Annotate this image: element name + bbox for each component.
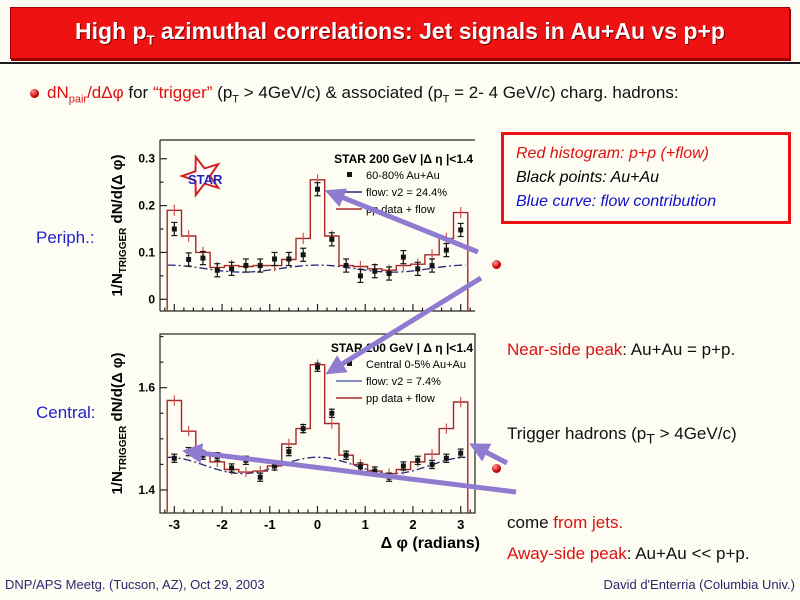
subtitle-assoc: > 4GeV/c) & associated (p [239,83,443,102]
subtitle-trigger: “trigger” [152,83,213,102]
plot-legend-title: STAR 200 GeV | Δ η |<1.4 [331,341,473,355]
svg-text:-3: -3 [169,517,181,532]
svg-text:1.4: 1.4 [138,483,155,497]
near-side-l3a: come [507,513,554,533]
star-logo-icon [178,154,221,198]
pp-histogram [166,179,469,311]
star-logo-text: STAR [188,172,223,187]
svg-text:-1: -1 [264,517,276,532]
key-black-points: Black points: Au+Au [516,169,660,186]
key-red-histogram: Red histogram: p+p (+flow) [516,145,709,162]
plot-legend-entry: flow: v2 = 24.4% [366,187,447,199]
svg-text:0.3: 0.3 [138,152,155,166]
bullet-icon [492,464,501,473]
flow-curve [167,264,466,273]
svg-text:3: 3 [457,517,464,532]
subtitle-dphi: /dΔφ [87,83,124,102]
page-title: High pT azimuthal correlations: Jet sign… [75,18,725,48]
title-text-suffix: azimuthal correlations: Jet signals in A… [154,18,725,45]
title-text: High p [75,18,147,45]
central-plot: 1.4 1.6 -3 -2 -1 0 1 2 3 STAR 200 GeV | Δ η |<1.4… [109,333,480,552]
plot-legend-entry: pp data + flow [366,393,435,405]
subtitle-hadrons: = 2- 4 GeV/c) charg. hadrons: [449,83,679,102]
svg-text:2: 2 [409,517,416,532]
near-side-line2: Trigger hadrons (pT > 4GeV/c) [507,420,800,453]
svg-text:1.6: 1.6 [138,381,155,395]
near-side-t-sub: T [646,431,655,448]
footer-venue: DNP/APS Meetg. (Tucson, AZ), Oct 29, 200… [5,577,265,592]
divider-line [0,62,800,64]
svg-text:0.2: 0.2 [138,199,155,213]
subtitle-pt1: (p [212,83,233,102]
label-peripheral: Periph.: [36,228,95,247]
svg-text:0: 0 [148,292,155,306]
away-side-tail: : Au+Au << p+p. [626,544,750,563]
near-side-l3b: from jets. [553,513,624,533]
flow-curve [167,456,466,475]
plot-legend-entry: flow: v2 = 7.4% [366,376,441,388]
plot-legend-title: STAR 200 GeV |Δ η |<1.4 [334,152,473,166]
title-subscript: T [146,32,155,48]
title-banner: High pT azimuthal correlations: Jet sign… [10,7,790,59]
svg-text:1: 1 [362,517,369,532]
near-side-l2b: > 4GeV/c) [654,424,737,443]
x-axis-label: Δ φ (radians) [381,535,480,552]
y-axis-label: 1/NTRIGGER dN/d(Δ φ) [109,352,129,494]
near-side-head: Near-side peak [507,340,623,359]
subtitle-pair-sub: pair [68,93,88,106]
y-axis-label: 1/NTRIGGER dN/d(Δ φ) [109,154,129,296]
peripheral-plot: 0 0.1 0.2 0.3 STAR 200 GeV |Δ η |<1.4 60-80% … [109,139,475,312]
away-side-head: Away-side peak [507,544,627,563]
svg-text:0: 0 [314,517,321,532]
subtitle-for: for [123,83,153,102]
subtitle-dn: dN [47,83,69,102]
near-side-tail: : Au+Au = p+p. [622,340,736,359]
footer-author: David d'Enterria (Columbia Univ.) [603,577,795,592]
near-side-l2a: Trigger hadrons (p [507,424,647,443]
key-blue-curve: Blue curve: flow contribution [516,193,717,210]
svg-text:-2: -2 [216,517,228,532]
away-side-line1: Away-side peak: Au+Au << p+p. [507,540,800,568]
plot-legend-entry: 60-80% Au+Au [366,170,440,182]
bullet-icon [492,260,501,269]
subtitle-line: dNpair/dΔφ for “trigger” (pT > 4GeV/c) &… [30,83,795,105]
near-side-annotation: Near-side peak: Au+Au = p+p. Trigger had… [492,252,800,593]
near-side-line1: Near-side peak: Au+Au = p+p. [507,336,800,364]
plot-legend-entry: pp data + flow [366,204,435,216]
subtitle-t-sub2: T [442,93,450,106]
plot-legend-entry: Central 0-5% Au+Au [366,359,466,371]
away-side-annotation: Away-side peak: Au+Au << p+p. Back-to-ba… [492,456,800,600]
bullet-icon [30,89,39,99]
plot-key-box: Red histogram: p+p (+flow) Black points:… [501,132,791,224]
label-central: Central: [36,403,96,422]
near-side-line3: come from jets. [507,509,800,537]
subtitle-t-sub1: T [232,93,240,106]
axes [159,333,476,514]
svg-text:0.1: 0.1 [138,245,155,259]
